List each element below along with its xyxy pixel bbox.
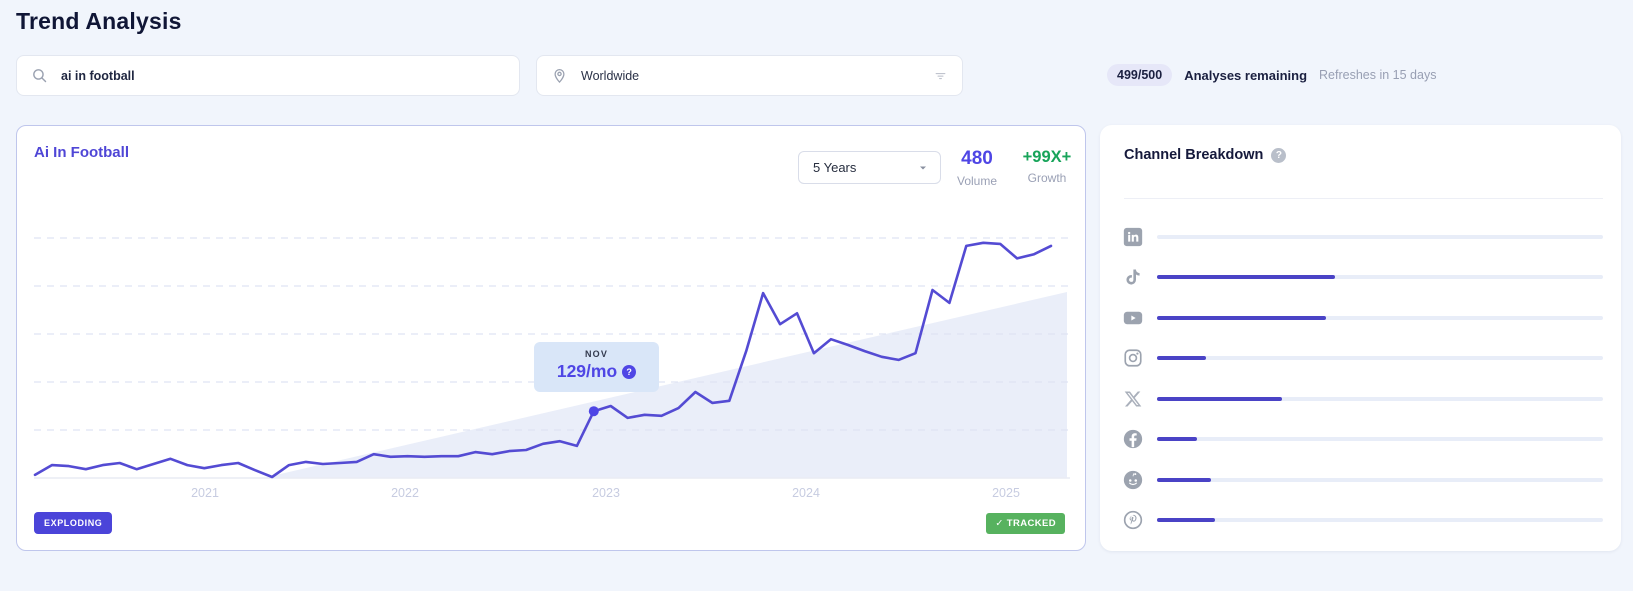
channel-bar-track xyxy=(1157,356,1603,361)
channel-help-icon[interactable]: ? xyxy=(1271,147,1287,163)
channel-row-pinterest xyxy=(1100,509,1621,531)
channel-bar-track xyxy=(1157,396,1603,401)
channel-row-x xyxy=(1100,388,1621,410)
channel-bar-fill xyxy=(1157,275,1336,280)
trend-line-chart[interactable]: 2021 2022 2023 2024 2025 xyxy=(17,126,1087,552)
pinterest-icon xyxy=(1123,510,1143,530)
x-axis-tick-label: 2024 xyxy=(792,486,820,500)
volume-label: Volume xyxy=(956,174,998,188)
location-select[interactable]: Worldwide xyxy=(536,55,963,96)
channel-row-tiktok xyxy=(1100,266,1621,288)
volume-value: 480 xyxy=(961,148,993,169)
quota-count-badge: 499/500 xyxy=(1107,64,1173,86)
tiktok-icon xyxy=(1126,269,1140,285)
x-axis-tick-label: 2021 xyxy=(191,486,219,500)
channel-bar-fill xyxy=(1157,396,1282,401)
time-range-value: 5 Years xyxy=(813,160,857,175)
tracked-badge[interactable]: ✓ TRACKED xyxy=(986,513,1065,534)
channel-bar-track xyxy=(1157,518,1603,522)
search-input[interactable] xyxy=(61,68,505,83)
analyses-quota: 499/500 Analyses remaining Refreshes in … xyxy=(1107,64,1436,86)
search-icon xyxy=(33,69,47,83)
highlighted-point[interactable] xyxy=(588,406,599,417)
chevron-down-icon xyxy=(920,166,926,169)
channel-row-youtube xyxy=(1100,307,1621,329)
location-label: Worldwide xyxy=(581,68,640,83)
facebook-icon xyxy=(1123,429,1143,449)
volume-stat: 480 Volume xyxy=(947,148,1007,188)
growth-stat: +99X+ Growth xyxy=(1012,148,1082,185)
linkedin-icon xyxy=(1123,227,1143,247)
growth-value: +99X+ xyxy=(1022,148,1072,166)
youtube-icon xyxy=(1123,311,1143,325)
channel-row-reddit xyxy=(1100,469,1621,491)
tooltip-value: 129/mo xyxy=(556,361,618,381)
channel-rows xyxy=(1100,125,1621,551)
channel-bar-fill xyxy=(1157,518,1215,522)
status-badge-exploding: EXPLODING xyxy=(34,512,113,534)
instagram-icon xyxy=(1124,349,1142,367)
channel-bar-track xyxy=(1157,437,1603,442)
channel-bar-fill xyxy=(1157,477,1211,482)
channel-bar-fill xyxy=(1157,437,1198,442)
channel-bar-track xyxy=(1157,235,1603,239)
tooltip-help-icon[interactable]: ? xyxy=(622,364,637,379)
channel-bar-track xyxy=(1157,315,1603,320)
reddit-icon xyxy=(1123,470,1143,489)
quota-refresh-note: Refreshes in 15 days xyxy=(1319,68,1437,82)
trend-card: Ai In Football 5 Years 480 Volume +99X+ … xyxy=(16,125,1086,551)
chart-tooltip: NOV 129/mo ? xyxy=(534,342,659,392)
channel-bar-track xyxy=(1157,275,1603,280)
channel-bar-fill xyxy=(1157,315,1327,320)
divider xyxy=(1124,198,1603,199)
time-range-select[interactable]: 5 Years xyxy=(798,151,941,184)
tooltip-month: NOV xyxy=(584,349,609,359)
search-field[interactable] xyxy=(16,55,520,96)
channel-bar-track xyxy=(1157,477,1603,482)
channel-breakdown-card: Channel Breakdown ? xyxy=(1100,125,1621,551)
channel-row-facebook xyxy=(1100,428,1621,450)
channel-row-instagram xyxy=(1100,347,1621,369)
x-axis-tick-label: 2023 xyxy=(592,486,620,500)
x-axis-tick-label: 2025 xyxy=(992,486,1020,500)
quota-label: Analyses remaining xyxy=(1184,67,1308,83)
growth-label: Growth xyxy=(1027,171,1067,185)
channel-row-linkedin xyxy=(1100,226,1621,248)
trend-title[interactable]: Ai In Football xyxy=(34,144,129,161)
page-title: Trend Analysis xyxy=(16,8,182,34)
channel-bar-fill xyxy=(1157,356,1207,361)
filter-icon[interactable] xyxy=(933,68,948,83)
channel-breakdown-title: Channel Breakdown xyxy=(1124,147,1264,163)
x-axis-tick-label: 2022 xyxy=(391,486,419,500)
x-icon xyxy=(1124,391,1142,407)
location-pin-icon xyxy=(554,68,565,84)
